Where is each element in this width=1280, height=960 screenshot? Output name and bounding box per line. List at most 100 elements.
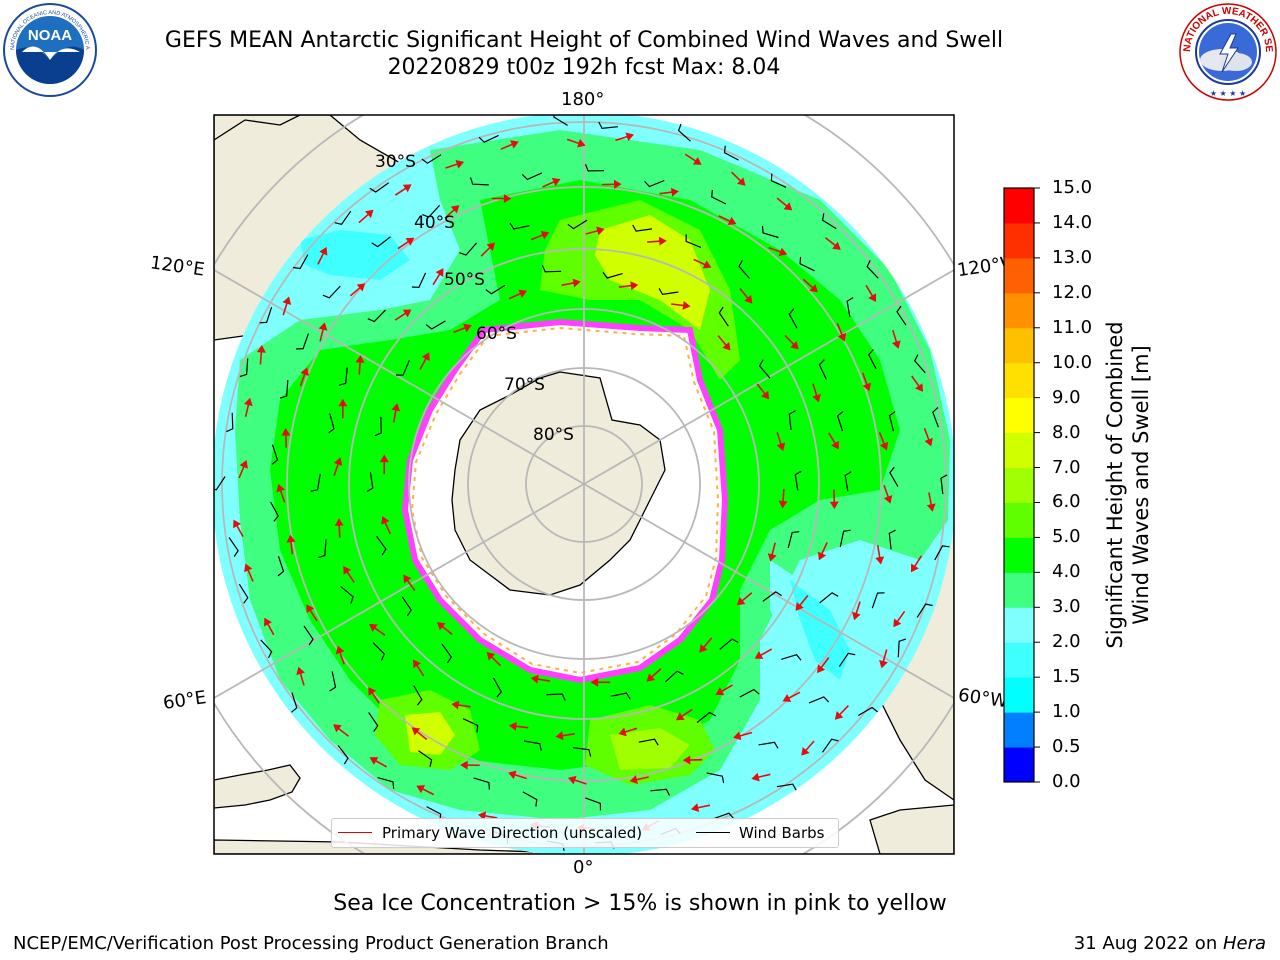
wave-direction-arrowhead [625,132,634,142]
colorbar-segment [1004,467,1034,503]
wind-barb [340,586,354,604]
wave-direction-arrowhead [508,770,517,780]
wave-direction-arrowhead [883,495,893,504]
wave-direction-arrowhead [256,344,266,353]
wind-barb [632,224,652,232]
wind-barb [585,797,602,811]
wave-direction-arrowhead [722,341,731,351]
colorbar-segment [1004,502,1034,538]
wave-direction-arrowhead [510,140,519,149]
wind-barb [371,236,391,248]
wind-barb [328,413,335,434]
wind-barb [846,297,854,318]
wind-barb [567,219,588,230]
wind-barb [776,783,797,791]
wave-direction-arrowhead [416,785,426,794]
wind-barb [677,123,691,142]
wind-barb [758,359,771,379]
wind-barb [228,537,239,557]
colorbar-tick-label: 7.0 [1052,456,1081,478]
wave-direction-arrowhead [744,294,753,304]
wave-direction-arrowhead [306,604,315,614]
wind-barb [485,284,506,295]
wave-direction-arrowhead [682,301,691,310]
wind-barb [897,638,906,658]
wave-direction-arrowhead [356,283,366,292]
wind-barb [509,222,530,230]
footer-host: Hera [1222,933,1266,954]
wind-barb [310,473,321,492]
wind-barb [523,740,542,751]
wind-barb [541,265,562,273]
wind-barb [441,643,453,664]
wind-barb [781,654,802,661]
legend-wind-barbs: Wind Barbs [739,824,825,842]
wind-barb [888,529,896,550]
wave-direction-arrowhead [368,687,377,696]
colorbar-segment [1004,292,1034,329]
wind-barb [521,172,543,181]
wave-direction-arrowhead [555,731,564,741]
colorbar-segment [1004,607,1034,643]
wave-direction-arrowhead [455,160,465,169]
wave-direction-arrowhead [862,382,872,392]
colorbar-segment [1004,222,1034,259]
wave-direction-swatch [338,832,372,833]
wave-direction-arrowhead [567,775,577,785]
colorbar-label-line2: Wind Waves and Swell [m] [1129,345,1153,625]
wave-direction-arrowhead [335,645,345,655]
colorbar-tick-label: 15.0 [1052,177,1093,198]
wave-direction-arrowhead [300,367,309,376]
wind-barb [838,652,856,667]
lat-label-80s: 80°S [533,425,574,445]
colorbar-tick-label: 1.0 [1052,701,1081,723]
wind-barb [821,213,837,230]
wind-barb [421,154,442,164]
wind-barb [478,134,499,143]
wind-barb [758,741,779,749]
wind-barb [367,309,386,323]
wind-barbs [214,115,950,852]
colorbar-label: Significant Height of Combined Wind Wave… [1102,321,1154,648]
wave-direction-arrowhead [450,205,460,214]
wind-barb [318,539,327,559]
wind-barb [259,307,273,324]
wind-barb [696,711,716,723]
wave-direction-arrowhead [413,659,421,669]
wind-barb [334,210,352,225]
wave-direction-arrowhead [343,565,352,575]
wind-barb [761,225,779,239]
wave-direction-arrowhead [276,483,285,493]
wind-barb [293,254,309,270]
wave-direction-arrowhead [829,501,839,510]
wave-direction-arrowhead [801,747,810,756]
wave-direction-arrowhead [334,518,344,526]
wave-direction-arrowhead [715,687,725,696]
wind-barb [664,670,684,683]
wind-barb [706,772,725,784]
wind-barb [770,173,787,188]
wave-direction-arrowhead [402,184,412,193]
colorbar-segment [1004,712,1034,748]
wave-direction-arrowhead [369,623,378,632]
wind-barb [799,256,815,272]
wave-direction-arrowhead [486,651,496,661]
wind-barb [270,501,280,522]
wind-barb [762,591,782,602]
wave-direction-arrowhead [391,403,401,412]
colorbar-segment [1004,188,1034,224]
wave-direction-arrowhead [577,138,586,148]
colorbar-segment [1004,362,1034,399]
lat-label-70s: 70°S [504,375,545,395]
wave-direction-arrowhead [296,666,305,676]
wind-barb [638,738,659,746]
wind-barb [366,472,374,493]
lat-label-50s: 50°S [444,270,485,290]
wave-direction-arrowhead [795,602,804,611]
wind-barb [459,242,477,256]
wave-direction-arrowhead [286,534,296,543]
wind-barb [546,693,566,701]
wind-barb [260,639,273,659]
colorbar-tick-label: 9.0 [1052,386,1081,408]
colorbar-tick-label: 0.0 [1052,771,1081,792]
